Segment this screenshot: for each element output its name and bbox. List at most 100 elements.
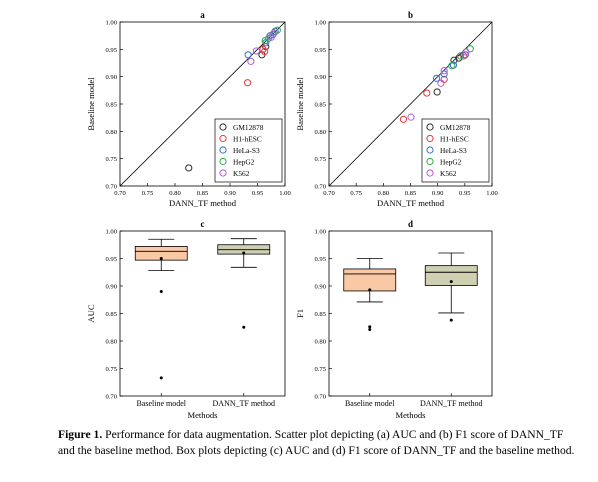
point-b-hepg2 xyxy=(466,45,474,53)
x-axis-title-a: DANN_TF method xyxy=(169,198,237,208)
legend-label-a-gm12878: GM12878 xyxy=(233,123,264,132)
point-b-gm12878 xyxy=(433,88,441,96)
x-tick-label-b: 0.90 xyxy=(432,190,444,197)
legend-label-b-hela-s3: HeLa-S3 xyxy=(440,146,467,155)
x-category-label-c: Baseline model xyxy=(136,399,186,408)
panel-label-a: a xyxy=(200,10,205,20)
y-tick-label-a: 0.70 xyxy=(105,184,117,191)
point-b-hepg2 xyxy=(456,52,465,60)
y-tick-label-a: 0.95 xyxy=(105,47,117,54)
y-tick-label-b: 0.90 xyxy=(314,74,326,81)
x-tick-label-a: 0.75 xyxy=(142,190,154,197)
figure: a0.700.700.750.750.800.800.850.850.900.9… xyxy=(86,10,498,420)
legend-marker-a-hepg2 xyxy=(219,157,227,166)
y-tick-label-c: 0.80 xyxy=(105,339,117,346)
y-tick-label-b: 0.80 xyxy=(314,129,326,136)
legend-marker-a-k562 xyxy=(219,169,227,177)
y-tick-label-c: 0.75 xyxy=(105,366,117,373)
legend-label-b-gm12878: GM12878 xyxy=(440,123,471,132)
y-tick-label-a: 0.80 xyxy=(105,129,117,136)
mean-marker-d xyxy=(449,280,453,284)
y-tick-label-c: 0.85 xyxy=(105,311,117,318)
y-tick-label-a: 0.90 xyxy=(105,74,117,81)
y-axis-title-a: Baseline model xyxy=(86,77,96,131)
legend-label-b-hepg2: HepG2 xyxy=(440,158,462,167)
legend-marker-b-k562 xyxy=(426,169,434,177)
point-b-k562 xyxy=(440,67,448,75)
point-a-h1-hesc xyxy=(261,47,269,56)
y-tick-label-a: 0.75 xyxy=(105,156,117,163)
x-tick-label-a: 0.70 xyxy=(114,190,126,197)
point-a-k562 xyxy=(247,57,255,65)
box-d xyxy=(424,265,478,286)
x-tick-label-a: 0.90 xyxy=(224,190,236,197)
x-category-label-d: Baseline model xyxy=(345,399,395,408)
y-tick-label-d: 1.00 xyxy=(314,229,326,236)
legend-label-a-k562: K562 xyxy=(233,169,250,178)
y-tick-label-d: 0.80 xyxy=(314,339,326,346)
legend-marker-b-hela-s3 xyxy=(426,146,434,154)
x-axis-title-c: Methods xyxy=(187,410,218,420)
point-b-h1-hesc xyxy=(423,89,431,97)
x-axis-title-d: Methods xyxy=(395,410,426,420)
panel-label-d: d xyxy=(408,219,413,229)
legend-marker-a-gm12878 xyxy=(219,123,227,131)
diagonal-line-a xyxy=(119,21,286,187)
x-tick-label-b: 0.80 xyxy=(378,190,390,197)
y-tick-label-d: 0.70 xyxy=(314,394,326,401)
point-b-h1-hesc xyxy=(460,52,468,60)
y-axis-title-c: AUC xyxy=(86,304,96,322)
plot-frame-d xyxy=(328,230,493,397)
point-a-k562 xyxy=(270,29,278,37)
point-b-k562 xyxy=(437,79,445,87)
x-category-label-d: DANN_TF method xyxy=(420,399,482,408)
point-a-gm12878 xyxy=(185,164,193,172)
y-axis-title-d: F1 xyxy=(295,309,305,318)
box-d xyxy=(343,268,397,292)
y-tick-label-c: 0.90 xyxy=(105,284,117,291)
figure-caption: Figure 1. Performance for data augmentat… xyxy=(58,427,578,459)
mean-marker-c xyxy=(242,251,246,255)
panel-label-b: b xyxy=(408,10,413,20)
point-b-hela-s3 xyxy=(440,70,448,78)
x-tick-label-a: 0.80 xyxy=(169,190,181,197)
point-b-h1-hesc xyxy=(399,115,408,123)
legend-label-b-k562: K562 xyxy=(440,169,457,178)
x-tick-label-a: 0.95 xyxy=(252,190,264,197)
y-tick-label-b: 0.95 xyxy=(314,47,326,54)
x-tick-label-a: 1.00 xyxy=(279,190,291,197)
y-tick-label-b: 0.85 xyxy=(314,102,326,109)
x-axis-title-b: DANN_TF method xyxy=(377,198,445,208)
y-tick-label-d: 0.90 xyxy=(314,284,326,291)
legend-marker-b-gm12878 xyxy=(426,123,434,131)
y-axis-title-b: Baseline model xyxy=(295,77,305,131)
y-tick-label-d: 0.85 xyxy=(314,311,326,318)
x-tick-label-b: 0.70 xyxy=(323,190,335,197)
y-tick-label-b: 1.00 xyxy=(314,20,326,27)
x-tick-label-b: 1.00 xyxy=(486,190,498,197)
point-a-k562 xyxy=(252,47,260,55)
panel-label-c: c xyxy=(201,219,205,229)
legend-label-a-h1-hesc: H1-hESC xyxy=(233,135,262,144)
legend-marker-a-hela-s3 xyxy=(219,146,227,154)
caption-label: Figure 1. xyxy=(58,428,103,441)
point-b-hela-s3 xyxy=(461,51,469,59)
y-tick-label-a: 0.85 xyxy=(105,102,117,109)
point-a-h1-hesc xyxy=(244,79,252,87)
box-c xyxy=(134,245,188,261)
x-tick-label-a: 0.85 xyxy=(197,190,209,197)
x-tick-label-b: 0.75 xyxy=(350,190,362,197)
y-tick-label-b: 0.75 xyxy=(314,156,326,163)
y-tick-label-a: 1.00 xyxy=(105,20,117,27)
y-tick-label-b: 0.70 xyxy=(314,184,326,191)
legend-marker-b-hepg2 xyxy=(426,157,434,166)
outlier-point-d xyxy=(368,327,372,331)
y-tick-label-c: 1.00 xyxy=(105,229,117,236)
point-a-h1-hesc xyxy=(259,45,267,53)
y-tick-label-c: 0.70 xyxy=(105,394,117,401)
point-b-hepg2 xyxy=(448,62,456,70)
point-b-hela-s3 xyxy=(432,74,441,82)
x-category-label-c: DANN_TF method xyxy=(213,399,275,408)
legend-marker-a-h1-hesc xyxy=(219,134,227,143)
point-b-k562 xyxy=(462,48,470,56)
